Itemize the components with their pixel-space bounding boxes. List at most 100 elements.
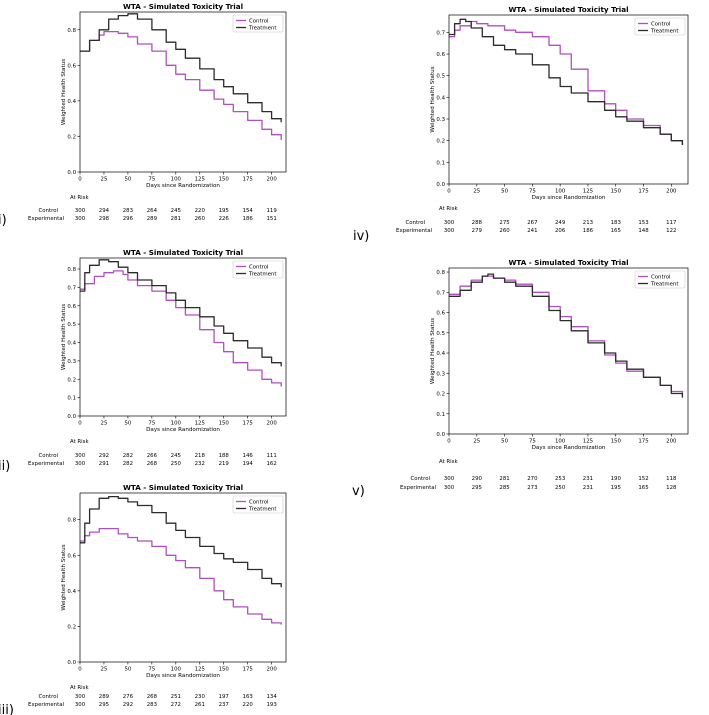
risk-value-experimental: 148 [638, 228, 649, 234]
y-tick-label: 0.2 [436, 392, 445, 398]
risk-value-control: 249 [555, 220, 566, 226]
risk-value-experimental: 289 [147, 216, 158, 222]
y-tick-label: 0.8 [67, 28, 76, 34]
risk-value-control: 111 [266, 453, 276, 459]
chart-panel-i: WTA - Simulated Toxicity Trial 0 25 50 75 100… [0, 2, 287, 228]
risk-value-control: 220 [195, 208, 206, 214]
risk-value-control: 288 [472, 220, 483, 226]
y-axis-label: Weighted Health Status [430, 66, 436, 132]
y-tick-label: 0.4 [67, 99, 76, 105]
risk-value-experimental: 298 [99, 216, 110, 222]
x-tick-label: 150 [611, 189, 622, 195]
risk-row-label-control: Control [411, 476, 431, 482]
risk-value-experimental: 260 [499, 228, 510, 234]
series-line-control [80, 270, 282, 387]
risk-value-experimental: 300 [444, 228, 455, 234]
x-tick-label: 0 [447, 189, 451, 195]
risk-value-experimental: 296 [123, 216, 134, 222]
x-tick-label: 100 [555, 189, 566, 195]
panel-label: i) [0, 213, 7, 228]
risk-value-experimental: 250 [555, 485, 566, 491]
risk-value-control: 300 [75, 694, 86, 700]
series-line-treatment [449, 273, 684, 398]
y-tick-label: 0.7 [436, 290, 445, 296]
y-axis-label: Weighted Health Status [430, 318, 436, 384]
risk-value-control: 230 [195, 694, 206, 700]
chart-title: WTA - Simulated Toxicity Trial [123, 2, 243, 11]
x-tick-label: 0 [447, 439, 451, 445]
y-tick-label: 0.2 [67, 624, 76, 630]
series-line-treatment [449, 18, 684, 145]
x-tick-label: 75 [148, 177, 155, 183]
risk-value-control: 195 [219, 208, 229, 214]
x-tick-label: 25 [473, 439, 480, 445]
risk-value-control: 268 [147, 694, 158, 700]
x-tick-label: 150 [611, 439, 622, 445]
x-tick-label: 200 [266, 177, 277, 183]
risk-value-control: 300 [444, 220, 455, 226]
y-tick-label: 0.1 [436, 412, 445, 418]
risk-value-control: 188 [219, 453, 230, 459]
risk-value-control: 251 [171, 694, 181, 700]
risk-value-control: 119 [266, 208, 277, 214]
risk-value-experimental: 268 [147, 461, 158, 467]
y-tick-label: 0.0 [436, 432, 445, 438]
risk-value-experimental: 281 [171, 216, 181, 222]
chart-panel-iii: WTA - Simulated Toxicity Trial 0 25 50 75 100… [0, 483, 287, 715]
legend-label-treatment: Treatment [650, 29, 678, 35]
x-tick-label: 125 [583, 439, 593, 445]
x-axis-label: Days since Randomization [146, 427, 220, 433]
risk-value-experimental: 220 [243, 702, 254, 708]
risk-value-control: 300 [75, 453, 86, 459]
risk-value-control: 267 [527, 220, 537, 226]
y-tick-label: 0.0 [67, 170, 76, 176]
panel-label: ii) [0, 459, 10, 474]
risk-value-experimental: 186 [243, 216, 254, 222]
y-tick-label: 0.3 [67, 359, 76, 365]
at-risk-heading: At Risk [439, 459, 458, 465]
y-tick-label: 0.6 [67, 63, 76, 69]
risk-value-experimental: 195 [611, 485, 621, 491]
risk-value-experimental: 206 [555, 228, 566, 234]
risk-value-control: 118 [666, 476, 677, 482]
x-tick-label: 50 [124, 177, 131, 183]
x-tick-label: 50 [501, 439, 508, 445]
risk-value-experimental: 292 [123, 702, 133, 708]
x-tick-label: 0 [78, 421, 82, 427]
risk-value-control: 292 [99, 453, 109, 459]
x-tick-label: 75 [148, 667, 155, 673]
risk-row-label-control: Control [39, 694, 59, 700]
risk-value-control: 253 [555, 476, 565, 482]
x-tick-label: 100 [171, 177, 182, 183]
y-tick-label: 0.6 [67, 304, 76, 310]
y-tick-label: 0.1 [436, 160, 445, 166]
risk-value-control: 276 [123, 694, 134, 700]
chart-title: WTA - Simulated Toxicity Trial [123, 483, 243, 492]
risk-value-experimental: 260 [195, 216, 206, 222]
risk-value-control: 245 [171, 453, 181, 459]
risk-value-control: 231 [583, 476, 593, 482]
risk-value-control: 283 [123, 208, 133, 214]
risk-value-experimental: 165 [611, 228, 621, 234]
at-risk-heading: At Risk [70, 195, 89, 201]
x-tick-label: 75 [529, 439, 536, 445]
x-tick-label: 150 [219, 177, 230, 183]
risk-value-experimental: 232 [195, 461, 205, 467]
y-tick-label: 0.3 [436, 117, 445, 123]
x-tick-label: 50 [124, 421, 131, 427]
y-tick-label: 0.5 [436, 331, 445, 337]
x-tick-label: 50 [501, 189, 508, 195]
x-tick-label: 125 [195, 177, 205, 183]
legend-label-treatment: Treatment [248, 26, 276, 32]
chart-title: WTA - Simulated Toxicity Trial [123, 248, 243, 257]
risk-row-label-experimental: Experimental [28, 216, 64, 222]
y-tick-label: 0.2 [67, 377, 76, 383]
x-tick-label: 0 [78, 177, 82, 183]
risk-row-label-control: Control [406, 220, 426, 226]
risk-value-control: 266 [147, 453, 158, 459]
x-tick-label: 100 [555, 439, 566, 445]
y-axis-label: Weighted Health Status [61, 544, 67, 610]
y-tick-label: 0.6 [67, 553, 76, 559]
risk-row-label-experimental: Experimental [28, 461, 64, 467]
risk-value-experimental: 300 [75, 702, 86, 708]
